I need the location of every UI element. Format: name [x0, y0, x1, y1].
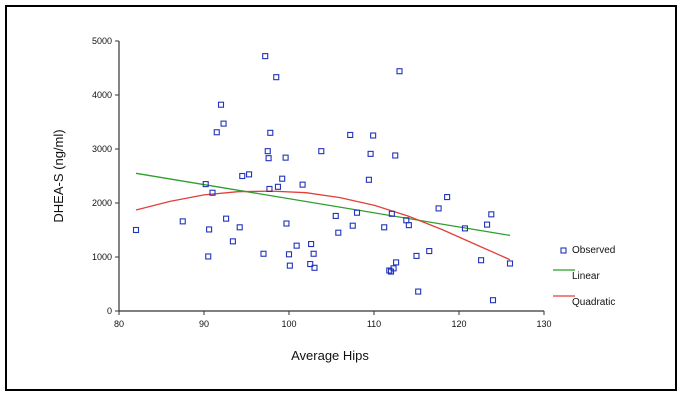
observed-point: [318, 148, 325, 155]
observed-point: [246, 171, 253, 178]
observed-point: [370, 132, 377, 139]
observed-point: [307, 260, 314, 268]
legend-label-linear: Linear: [572, 271, 600, 282]
observed-point: [415, 288, 422, 295]
observed-point: [393, 259, 400, 266]
observed-point: [332, 212, 339, 220]
legend-marker-observed: [560, 247, 567, 254]
y-axis-title: DHEA-S (ng/ml): [51, 129, 66, 222]
observed-point: [461, 225, 469, 232]
observed-point: [279, 175, 286, 182]
legend-label-quadratic: Quadratic: [572, 297, 615, 308]
observed-point: [308, 240, 315, 248]
x-tick-group: 80 90 100 110 120 130: [114, 311, 552, 329]
observed-point: [209, 189, 216, 196]
observed-point: [283, 220, 290, 227]
observed-point: [405, 222, 412, 229]
observed-point: [205, 253, 212, 260]
observed-point: [435, 205, 442, 212]
observed-point: [267, 129, 274, 136]
observed-point: [335, 229, 342, 236]
observed-point: [388, 210, 395, 217]
observed-point: [347, 131, 354, 139]
observed-point: [286, 262, 293, 269]
y-tick-label: 5000: [92, 36, 112, 46]
legend: Observed Linear Quadratic: [553, 245, 615, 308]
observed-point: [264, 148, 271, 155]
observed-point: [229, 238, 236, 245]
legend-label-observed: Observed: [572, 245, 615, 256]
observed-point: [179, 218, 186, 225]
observed-point: [262, 53, 269, 60]
y-tick-label: 2000: [92, 198, 112, 208]
observed-point: [206, 226, 213, 233]
x-tick-label: 100: [281, 319, 296, 329]
observed-point: [239, 172, 246, 180]
y-tick-group: 0 1000 2000 3000 4000 5000: [92, 36, 119, 316]
observed-point: [413, 252, 420, 259]
observed-point: [390, 265, 397, 272]
observed-point: [282, 154, 289, 161]
observed-point: [265, 155, 272, 162]
observed-point: [236, 224, 243, 231]
axes: [118, 41, 544, 312]
observed-point: [274, 183, 282, 190]
observed-point: [488, 211, 495, 218]
observed-point: [311, 264, 318, 271]
observed-point: [220, 120, 227, 127]
x-tick-label: 80: [114, 319, 124, 329]
observed-point: [444, 194, 451, 201]
observed-point: [223, 215, 230, 222]
observed-point: [483, 221, 491, 228]
y-tick-label: 0: [107, 306, 112, 316]
observed-point: [353, 209, 361, 216]
fit-lines: [135, 172, 511, 261]
observed-point: [310, 250, 317, 257]
x-axis-title: Average Hips: [291, 348, 369, 363]
observed-point: [396, 68, 403, 75]
y-tick-label: 4000: [92, 90, 112, 100]
observed-point: [202, 181, 209, 188]
observed-point: [489, 297, 497, 304]
linear-fit-line: [135, 172, 511, 237]
quadratic-fit-line: [135, 190, 511, 261]
x-tick-label: 130: [536, 319, 551, 329]
x-tick-label: 90: [199, 319, 209, 329]
observed-point: [426, 248, 433, 255]
observed-point: [132, 226, 140, 234]
observed-point: [299, 181, 306, 188]
observed-point: [365, 176, 372, 183]
observed-points: [132, 53, 514, 304]
observed-point: [506, 260, 514, 267]
observed-point: [367, 150, 374, 157]
observed-point: [266, 185, 273, 193]
observed-point: [217, 101, 225, 108]
observed-point: [260, 250, 267, 257]
observed-point: [381, 224, 388, 231]
y-tick-label: 3000: [92, 144, 112, 154]
x-tick-label: 110: [367, 319, 381, 329]
x-tick-label: 120: [451, 319, 466, 329]
observed-point: [392, 152, 399, 159]
observed-point: [349, 222, 356, 229]
observed-point: [293, 242, 300, 249]
observed-point: [213, 129, 220, 136]
observed-point: [478, 257, 485, 264]
observed-point: [285, 251, 293, 258]
y-tick-label: 1000: [92, 252, 112, 262]
observed-point: [273, 74, 280, 81]
